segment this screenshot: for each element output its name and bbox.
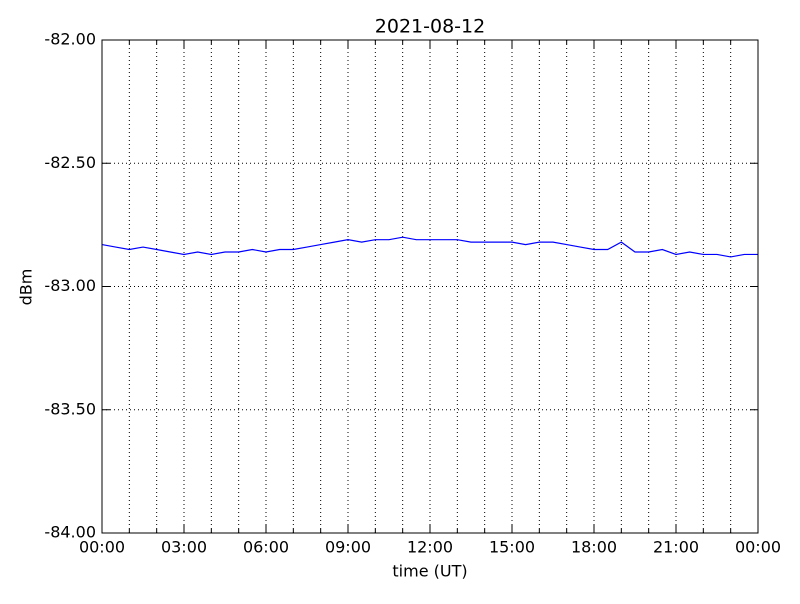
x-tick-label: 12:00: [407, 538, 453, 557]
y-tick-label: -82.50: [44, 153, 96, 172]
x-tick-label: 09:00: [325, 538, 371, 557]
x-tick-label: 15:00: [489, 538, 535, 557]
x-tick-label: 00:00: [735, 538, 781, 557]
data-line: [101, 236, 758, 258]
y-tick-label: -82.00: [44, 30, 96, 49]
x-tick-label: 06:00: [243, 538, 289, 557]
x-axis-label: time (UT): [392, 562, 467, 581]
y-axis-label: dBm: [17, 269, 36, 306]
y-tick-label: -83.50: [44, 399, 96, 418]
chart-title: 2021-08-12: [375, 16, 485, 38]
x-tick-label: 21:00: [653, 538, 699, 557]
x-tick-label: 18:00: [571, 538, 617, 557]
x-tick-label: 00:00: [79, 538, 125, 557]
y-tick-label: -84.00: [44, 523, 96, 542]
plot-frame: [101, 39, 759, 534]
y-tick-label: -83.00: [44, 276, 96, 295]
x-tick-label: 03:00: [161, 538, 207, 557]
